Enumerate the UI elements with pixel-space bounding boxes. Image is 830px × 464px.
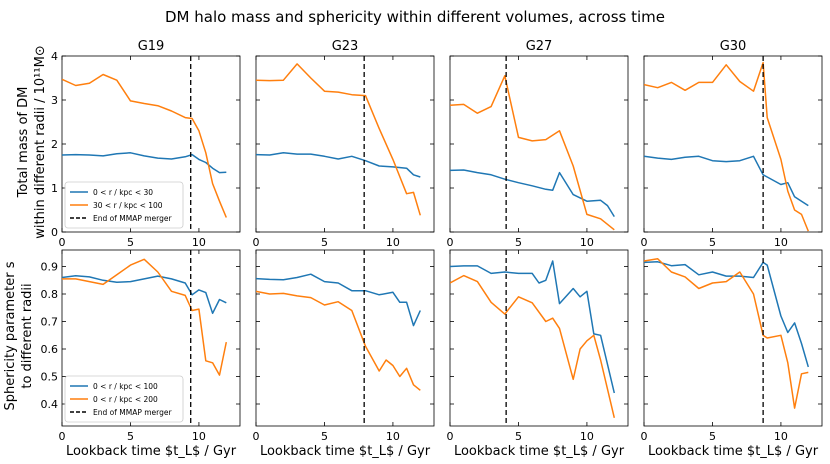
panel-g30-mass: 0 5 10 xyxy=(641,55,823,249)
series-line-inner xyxy=(256,273,421,327)
axes-frame xyxy=(255,55,435,233)
series-line-outer xyxy=(62,258,228,376)
series-line-inner xyxy=(644,155,809,207)
y-tick-label: 1 xyxy=(51,182,58,195)
x-tick-label: 5 xyxy=(709,430,716,443)
y-tick-label: 0.8 xyxy=(41,288,59,301)
y-tick-label: 0.7 xyxy=(41,316,59,329)
x-tick-label: 0 xyxy=(447,236,454,249)
legend-box xyxy=(64,375,184,423)
panel-title-g19: G19 xyxy=(138,39,165,54)
panel-g27-sph: 0 5 10 xyxy=(447,249,629,443)
series-line-outer xyxy=(62,73,227,218)
x-tick-label: 5 xyxy=(709,236,716,249)
panel-title-g30: G30 xyxy=(720,39,747,54)
y-tick-label: 0.4 xyxy=(41,398,59,411)
x-tick-label: 10 xyxy=(192,236,206,249)
y-tick-label: 4 xyxy=(51,50,58,63)
panel-g19-sph: 0.40.50.60.70.80.90 5 100 < r / kpc < 1000… xyxy=(41,249,241,443)
series-line-outer xyxy=(644,61,809,232)
x-tick-label: 0 xyxy=(641,430,648,443)
panel-g19-mass: 0 1 2 3 4 0 5 10 0 < r / kpc < 30 30 < r / kpc < … xyxy=(51,50,241,249)
y-tick-label: 0.5 xyxy=(41,371,59,384)
panel-g23-mass: 0 5 10 xyxy=(253,55,435,249)
x-tick-label: 0 xyxy=(253,236,260,249)
legend-mass: 0 < r / kpc < 30 30 < r / kpc < 100 End of… xyxy=(64,181,184,229)
panel-g30-sph: 0 5 10 xyxy=(641,249,823,443)
legend-label: 30 < r / kpc < 100 xyxy=(93,201,163,210)
x-tick-label: 5 xyxy=(515,236,522,249)
series-line-outer xyxy=(256,63,422,216)
ylabel-row2-line2: to different radii xyxy=(20,283,35,388)
y-tick-label: 0.9 xyxy=(41,261,59,274)
legend-label: 0 < r / kpc < 100 xyxy=(93,382,158,391)
x-tick-label: 0 xyxy=(641,236,648,249)
legend-label: End of MMAP merger xyxy=(93,214,172,223)
series-line-inner xyxy=(62,152,227,174)
axes-frame xyxy=(643,249,823,427)
legend-label: 0 < r / kpc < 30 xyxy=(93,188,153,197)
x-tick-label: 10 xyxy=(774,430,788,443)
x-tick-label: 10 xyxy=(386,236,400,249)
panel-title-g23: G23 xyxy=(332,39,359,54)
ylabel-row1-line1: Total mass of DM xyxy=(16,87,31,199)
series-line-outer xyxy=(450,274,616,418)
y-tick-label: 3 xyxy=(51,94,58,107)
y-tick-label: 2 xyxy=(51,138,58,151)
x-axis-label: Lookback time $t_L$ / Gyr xyxy=(648,444,819,459)
panel-g23-sph: 0 5 10 xyxy=(253,249,435,443)
x-tick-label: 5 xyxy=(127,236,134,249)
series-line-inner xyxy=(450,260,616,394)
figure-title: DM halo mass and sphericity within diffe… xyxy=(165,8,665,26)
panels: G19 0 1 2 3 4 0 5 10 0 < r / kpc < 30 30 < r / kpc… xyxy=(41,39,823,459)
series-line-outer xyxy=(644,258,809,409)
x-tick-label: 0 xyxy=(59,430,66,443)
series-line-outer xyxy=(256,290,421,391)
ylabel-row2-line1: Sphericity parameter s xyxy=(3,261,18,410)
axes-frame xyxy=(449,55,629,233)
ylabel-row1-line2: within different radii / 10¹¹M⊙ xyxy=(33,45,48,238)
panel-g27-mass: 0 5 10 xyxy=(447,55,629,249)
legend-sph: 0 < r / kpc < 100 0 < r / kpc < 200 End of… xyxy=(64,375,184,423)
ylabel-row1: Total mass of DM within different radii … xyxy=(16,45,48,238)
y-tick-label: 0 xyxy=(51,226,58,239)
x-axis-label: Lookback time $t_L$ / Gyr xyxy=(260,444,431,459)
series-line-inner xyxy=(450,169,615,217)
panel-title-g27: G27 xyxy=(526,39,553,54)
x-axis-label: Lookback time $t_L$ / Gyr xyxy=(454,444,625,459)
x-tick-label: 10 xyxy=(386,430,400,443)
x-axis-label: Lookback time $t_L$ / Gyr xyxy=(66,444,237,459)
x-tick-label: 10 xyxy=(580,236,594,249)
x-tick-label: 5 xyxy=(515,430,522,443)
series-line-inner xyxy=(62,275,227,315)
legend-box xyxy=(64,181,184,229)
ylabel-row2: Sphericity parameter s to different radi… xyxy=(3,261,35,410)
x-tick-label: 0 xyxy=(59,236,66,249)
y-tick-label: 0.6 xyxy=(41,343,59,356)
x-tick-label: 0 xyxy=(253,430,260,443)
axes-frame xyxy=(255,249,435,427)
axes-frame xyxy=(61,249,241,427)
legend-label: End of MMAP merger xyxy=(93,408,172,417)
x-tick-label: 5 xyxy=(127,430,134,443)
x-tick-label: 0 xyxy=(447,430,454,443)
x-tick-label: 10 xyxy=(580,430,594,443)
axes-frame xyxy=(449,249,629,427)
x-tick-label: 10 xyxy=(774,236,788,249)
x-tick-label: 10 xyxy=(192,430,206,443)
legend-label: 0 < r / kpc < 200 xyxy=(93,395,158,404)
x-tick-label: 5 xyxy=(321,430,328,443)
series-line-inner xyxy=(644,261,810,368)
x-tick-label: 5 xyxy=(321,236,328,249)
series-line-inner xyxy=(256,152,421,178)
series-line-outer xyxy=(450,75,615,231)
